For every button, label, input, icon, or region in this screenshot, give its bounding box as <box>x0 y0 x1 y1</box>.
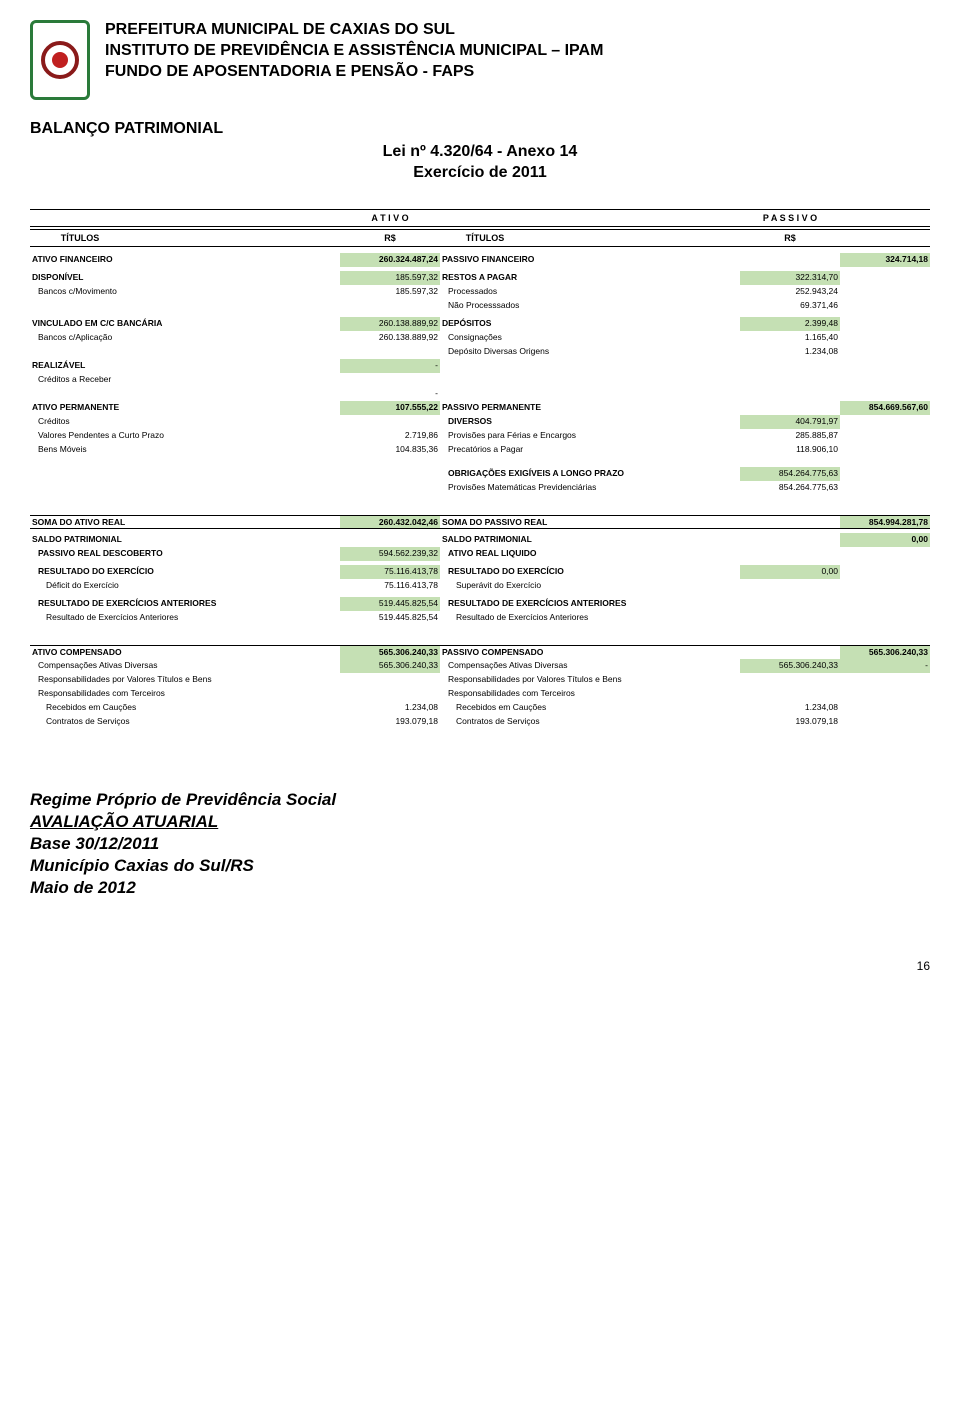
table-row: Compensações Ativas Diversas 565.306.240… <box>30 659 930 673</box>
col-rs-a: R$ <box>340 230 440 246</box>
table-row: Déficit do Exercício 75.116.413,78 Super… <box>30 579 930 593</box>
col-titulos-p: TÍTULOS <box>440 230 530 246</box>
table-row: Recebidos em Cauções 1.234,08 Recebidos … <box>30 701 930 715</box>
header-line-3: FUNDO DE APOSENTADORIA E PENSÃO - FAPS <box>105 62 930 83</box>
footer-line-4: Município Caxias do Sul/RS <box>30 855 930 877</box>
footer-line-1: Regime Próprio de Previdência Social <box>30 789 930 811</box>
table-row: Depósito Diversas Origens 1.234,08 <box>30 345 930 359</box>
table-row: Bancos c/Aplicação 260.138.889,92 Consig… <box>30 331 930 345</box>
table-row: Não Processsados 69.371,46 <box>30 299 930 313</box>
table-row: ATIVO COMPENSADO 565.306.240,33 PASSIVO … <box>30 645 930 659</box>
table-row: Bens Móveis 104.835,36 Precatórios a Pag… <box>30 443 930 457</box>
table-row: RESULTADO DE EXERCÍCIOS ANTERIORES 519.4… <box>30 597 930 611</box>
table-header-row-1: A T I V O P A S S I V O <box>30 209 930 227</box>
table-row: Créditos a Receber <box>30 373 930 387</box>
footer-line-3: Base 30/12/2011 <box>30 833 930 855</box>
table-header-row-2: TÍTULOS R$ TÍTULOS R$ <box>30 229 930 247</box>
document-header: PREFEITURA MUNICIPAL DE CAXIAS DO SUL IN… <box>30 20 930 100</box>
col-rs-p: R$ <box>740 230 840 246</box>
table-row: Valores Pendentes a Curto Prazo 2.719,86… <box>30 429 930 443</box>
col-ativo: A T I V O <box>340 210 440 226</box>
document-title: BALANÇO PATRIMONIAL <box>30 120 930 138</box>
table-row: SALDO PATRIMONIAL SALDO PATRIMONIAL 0,00 <box>30 533 930 547</box>
table-row: - <box>30 387 930 401</box>
header-line-1: PREFEITURA MUNICIPAL DE CAXIAS DO SUL <box>105 20 930 41</box>
balance-sheet-table: A T I V O P A S S I V O TÍTULOS R$ TÍTUL… <box>30 209 930 729</box>
document-title-block: BALANÇO PATRIMONIAL <box>30 120 930 138</box>
logo-circle-icon <box>41 41 79 79</box>
table-row: VINCULADO EM C/C BANCÁRIA 260.138.889,92… <box>30 317 930 331</box>
header-line-2: INSTITUTO DE PREVIDÊNCIA E ASSISTÊNCIA M… <box>105 41 930 62</box>
table-row: SOMA DO ATIVO REAL 260.432.042,46 SOMA D… <box>30 515 930 529</box>
table-row: Responsabilidades por Valores Títulos e … <box>30 673 930 687</box>
table-row: OBRIGAÇÕES EXIGÍVEIS A LONGO PRAZO 854.2… <box>30 467 930 481</box>
table-row: Bancos c/Movimento 185.597,32 Processado… <box>30 285 930 299</box>
table-row: RESULTADO DO EXERCÍCIO 75.116.413,78 RES… <box>30 565 930 579</box>
table-row: Resultado de Exercícios Anteriores 519.4… <box>30 611 930 625</box>
table-row: DISPONÍVEL 185.597,32 RESTOS A PAGAR 322… <box>30 271 930 285</box>
table-row: PASSIVO REAL DESCOBERTO 594.562.239,32 A… <box>30 547 930 561</box>
col-titulos-a: TÍTULOS <box>30 230 130 246</box>
table-row: Responsabilidades com Terceiros Responsa… <box>30 687 930 701</box>
table-row: ATIVO PERMANENTE 107.555,22 PASSIVO PERM… <box>30 401 930 415</box>
table-row: REALIZÁVEL - <box>30 359 930 373</box>
document-subtitle-block: Lei nº 4.320/64 - Anexo 14 Exercício de … <box>30 142 930 184</box>
document-subtitle-1: Lei nº 4.320/64 - Anexo 14 <box>30 142 930 163</box>
table-row: Créditos DIVERSOS 404.791,97 <box>30 415 930 429</box>
footer-line-5: Maio de 2012 <box>30 877 930 899</box>
table-row: ATIVO FINANCEIRO 260.324.487,24 PASSIVO … <box>30 253 930 267</box>
header-text-block: PREFEITURA MUNICIPAL DE CAXIAS DO SUL IN… <box>105 20 930 82</box>
table-row: Contratos de Serviços 193.079,18 Contrat… <box>30 715 930 729</box>
page-number: 16 <box>30 959 930 973</box>
col-passivo: P A S S I V O <box>740 210 840 226</box>
org-logo <box>30 20 90 100</box>
footer-line-2: AVALIAÇÃO ATUARIAL <box>30 811 930 833</box>
footer-block: Regime Próprio de Previdência Social AVA… <box>30 789 930 899</box>
table-row: Provisões Matemáticas Previdenciárias 85… <box>30 481 930 495</box>
document-subtitle-2: Exercício de 2011 <box>30 163 930 184</box>
